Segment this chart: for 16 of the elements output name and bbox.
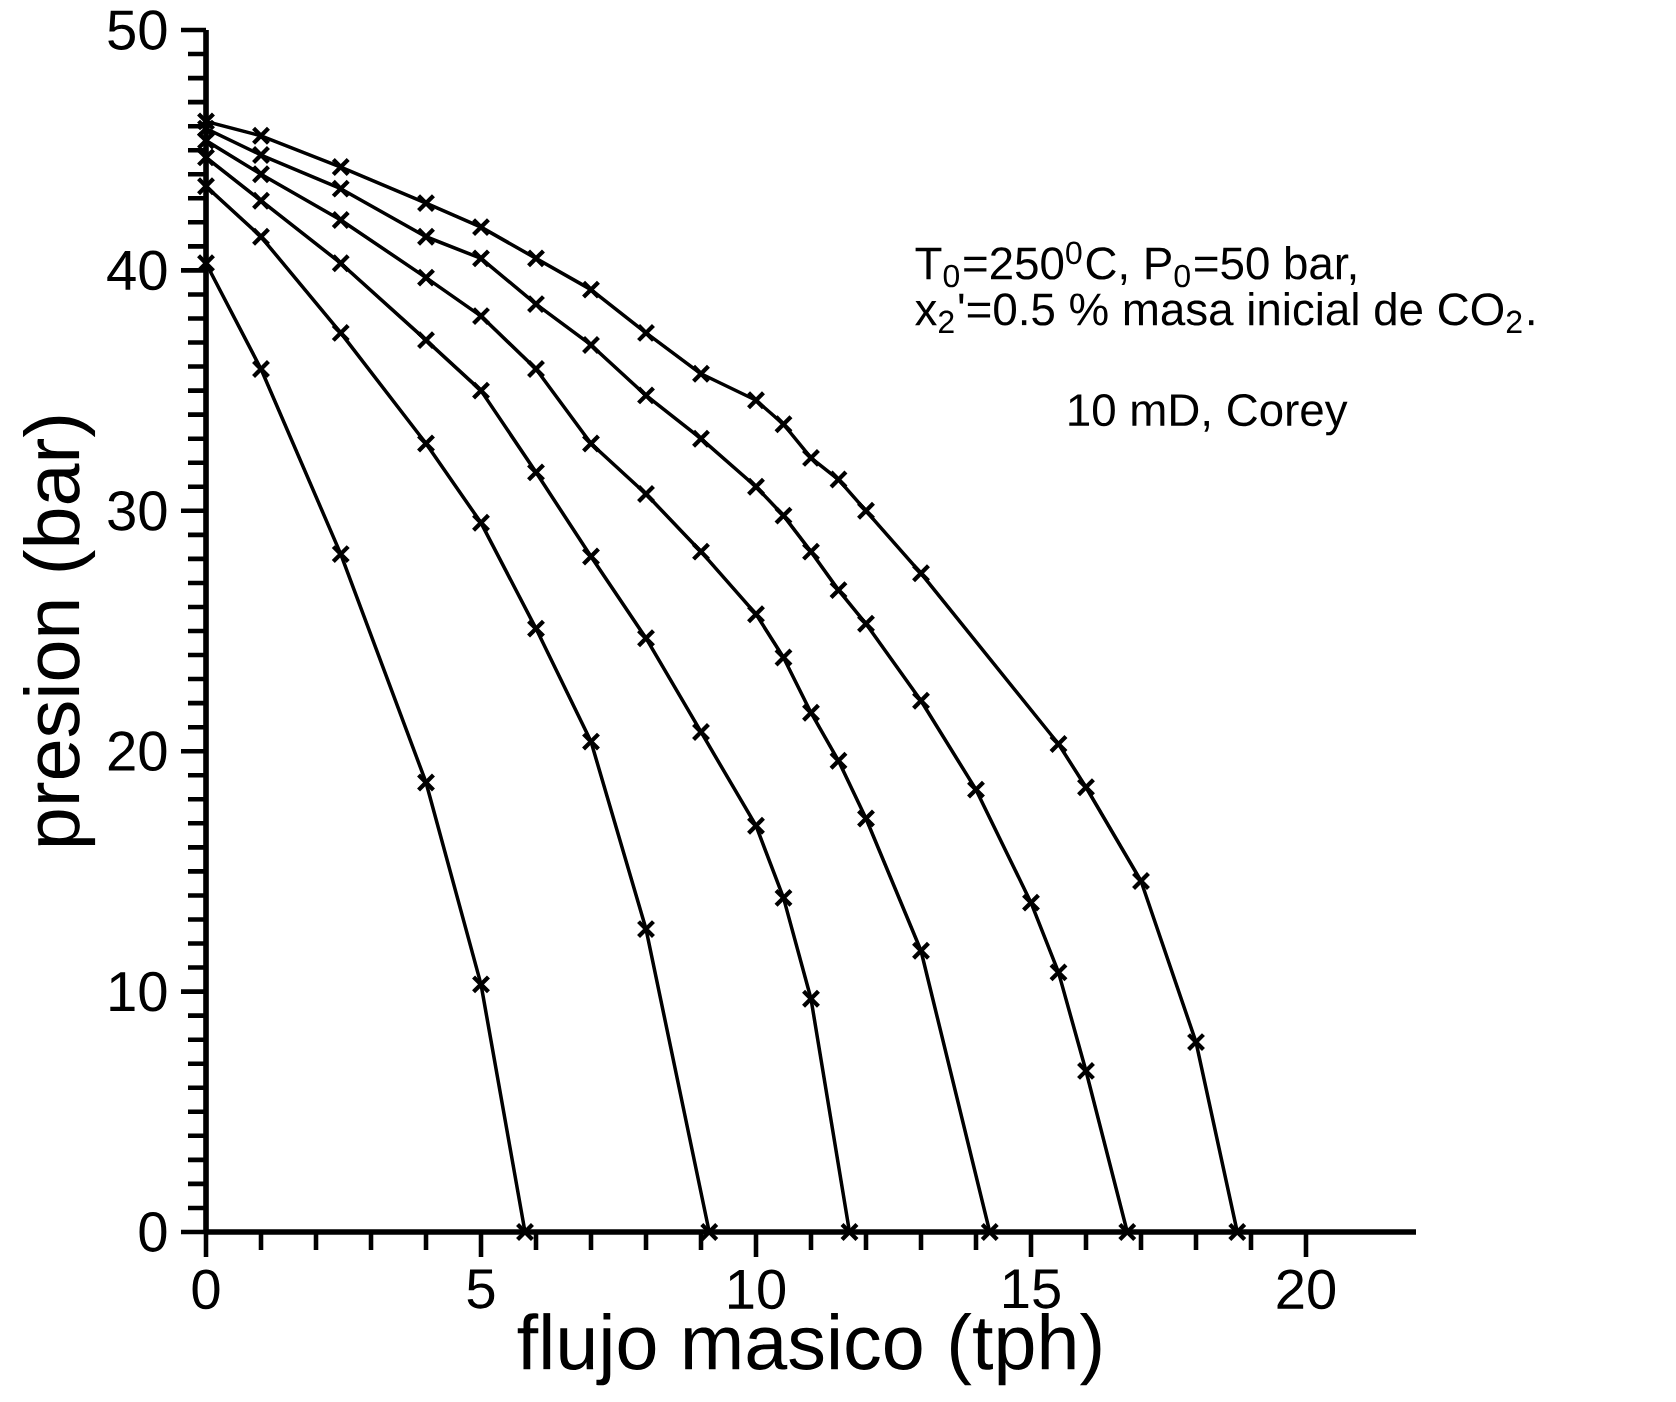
annotation: T$_{0}$=250$^{0}$C, P$_{0}$=50 bar, — [915, 241, 1356, 288]
x-tick-label: 15 — [1004, 1269, 1060, 1309]
y-tick-label: 10 — [110, 971, 167, 1012]
annotation: x$_{2}$'=0.5 % masa inicial de CO$_{2}$. — [915, 292, 1534, 333]
y-tick-label: 50 — [108, 10, 167, 50]
x-tick-label: 20 — [1277, 1269, 1336, 1310]
y-tick-label: 20 — [108, 731, 167, 772]
x-tick-label: 5 — [467, 1269, 495, 1309]
y-tick-label: 0 — [139, 1212, 167, 1252]
x-axis-title: flujo masico (tph) — [517, 1313, 1101, 1386]
x-tick-label: 10 — [729, 1269, 786, 1310]
y-tick-label: 40 — [107, 250, 167, 291]
y-axis-title: presion (bar) — [23, 416, 96, 846]
annotation: 10 mD, Corey — [1069, 393, 1348, 436]
y-tick-label: 30 — [108, 490, 167, 531]
x-tick-label: 0 — [192, 1269, 220, 1310]
